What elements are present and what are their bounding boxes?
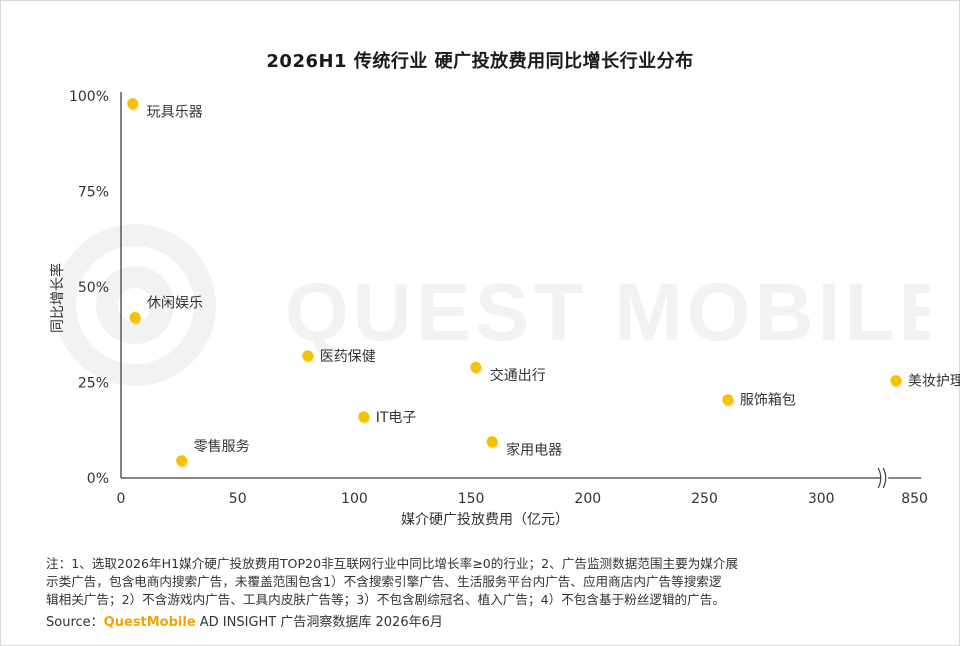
data-point	[176, 455, 188, 467]
chart-title: 2026H1 传统行业 硬广投放费用同比增长行业分布	[266, 51, 694, 72]
y-tick-label: 75%	[78, 185, 109, 201]
source-brand: QuestMobile	[103, 615, 196, 630]
footnote-line: 辑相关广告；2）不含游戏内广告、工具内皮肤广告等；3）不包含剧综冠名、植入广告；…	[46, 592, 725, 607]
point-label: 服饰箱包	[740, 393, 796, 409]
data-point	[470, 361, 482, 373]
point-label: 交通出行	[490, 367, 546, 384]
data-point	[722, 394, 734, 406]
footnote-line: 示类广告，包含电商内搜索广告，未覆盖范围包含1）不含搜索引擎广告、生活服务平台内…	[46, 574, 722, 589]
x-tick-label: 0	[117, 491, 126, 507]
footnotes: 注：1、选取2026年H1媒介硬广投放费用TOP20非互联网行业中同比增长率≥0…	[46, 555, 916, 609]
x-tick-label: 200	[574, 491, 601, 507]
y-tick-label: 50%	[78, 280, 109, 296]
x-tick-label: 100	[341, 491, 368, 507]
y-tick-label: 100%	[69, 89, 109, 105]
axes	[120, 92, 922, 489]
point-label: IT电子	[376, 410, 417, 426]
footnote-line: 注：1、选取2026年H1媒介硬广投放费用TOP20非互联网行业中同比增长率≥0…	[46, 556, 739, 571]
data-point	[890, 375, 902, 387]
data-point	[486, 436, 498, 448]
x-tick-label: 150	[458, 491, 485, 507]
ticks: 0% 25% 50% 75% 100% 0 50 100 150 200 250 300 850	[69, 89, 928, 507]
axis-break-mark	[882, 467, 887, 489]
x-tick-label: 50	[229, 491, 247, 507]
point-label: 零售服务	[194, 439, 250, 455]
data-point	[302, 350, 314, 362]
y-axis-title: 同比增长率	[49, 263, 66, 333]
x-tick-label: 850	[901, 491, 928, 507]
data-point	[127, 98, 139, 110]
x-axis-title: 媒介硬广投放费用（亿元）	[401, 512, 569, 528]
point-label: 休闲娱乐	[147, 296, 203, 312]
point-label: 玩具乐器	[147, 105, 203, 121]
point-label: 医药保健	[320, 349, 376, 365]
source-rest: AD INSIGHT 广告洞察数据库 2026年6月	[195, 615, 443, 630]
scatter-chart: 0% 25% 50% 75% 100% 0 50 100 150 200 250 300 850 玩具乐…	[49, 89, 960, 528]
point-label: 家用电器	[506, 442, 562, 459]
x-tick-label: 300	[808, 491, 835, 507]
x-tick-label: 250	[691, 491, 718, 507]
y-tick-label: 25%	[78, 376, 109, 392]
y-tick-label: 0%	[87, 471, 109, 487]
source-line: Source：QuestMobile AD INSIGHT 广告洞察数据库 20…	[46, 611, 443, 630]
axis-break-mark	[877, 467, 882, 489]
point-label: 美妆护理	[908, 374, 960, 390]
source-prefix: Source：	[46, 615, 104, 630]
data-point	[358, 411, 370, 423]
data-point	[129, 312, 141, 324]
